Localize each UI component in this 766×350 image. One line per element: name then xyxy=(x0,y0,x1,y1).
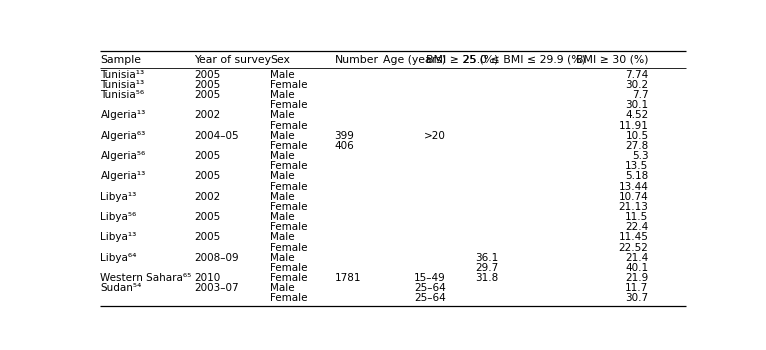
Text: 5.18: 5.18 xyxy=(625,172,649,181)
Text: Female: Female xyxy=(270,182,308,191)
Text: Algeria⁶³: Algeria⁶³ xyxy=(100,131,146,141)
Text: Female: Female xyxy=(270,273,308,283)
Text: Female: Female xyxy=(270,161,308,171)
Text: 15–49: 15–49 xyxy=(414,273,446,283)
Text: 1781: 1781 xyxy=(335,273,361,283)
Text: 13.5: 13.5 xyxy=(625,161,649,171)
Text: Western Sahara⁶⁵: Western Sahara⁶⁵ xyxy=(100,273,192,283)
Text: 399: 399 xyxy=(335,131,354,141)
Text: 4.52: 4.52 xyxy=(625,111,649,120)
Text: 22.4: 22.4 xyxy=(625,222,649,232)
Text: Libya¹³: Libya¹³ xyxy=(100,232,137,243)
Text: 22.52: 22.52 xyxy=(619,243,649,253)
Text: Female: Female xyxy=(270,202,308,212)
Text: 2005: 2005 xyxy=(195,212,221,222)
Text: Male: Male xyxy=(270,90,295,100)
Text: 11.45: 11.45 xyxy=(619,232,649,243)
Text: 7.7: 7.7 xyxy=(632,90,649,100)
Text: 10.5: 10.5 xyxy=(625,131,649,141)
Text: Male: Male xyxy=(270,131,295,141)
Text: 2002: 2002 xyxy=(195,192,221,202)
Text: 31.8: 31.8 xyxy=(475,273,498,283)
Text: 2008–09: 2008–09 xyxy=(195,253,239,263)
Text: 11.91: 11.91 xyxy=(619,121,649,131)
Text: 2005: 2005 xyxy=(195,232,221,243)
Text: 13.44: 13.44 xyxy=(619,182,649,191)
Text: Year of survey: Year of survey xyxy=(195,55,271,64)
Text: Tunisia¹³: Tunisia¹³ xyxy=(100,70,145,80)
Text: 27.8: 27.8 xyxy=(625,141,649,151)
Text: 10.74: 10.74 xyxy=(619,192,649,202)
Text: 29.7: 29.7 xyxy=(475,263,498,273)
Text: 30.2: 30.2 xyxy=(625,80,649,90)
Text: 21.4: 21.4 xyxy=(625,253,649,263)
Text: >20: >20 xyxy=(424,131,446,141)
Text: Female: Female xyxy=(270,100,308,110)
Text: 2005: 2005 xyxy=(195,151,221,161)
Text: 406: 406 xyxy=(335,141,354,151)
Text: Algeria¹³: Algeria¹³ xyxy=(100,111,146,120)
Text: 2010: 2010 xyxy=(195,273,221,283)
Text: Male: Male xyxy=(270,70,295,80)
Text: Tunisia⁵⁶: Tunisia⁵⁶ xyxy=(100,90,145,100)
Text: Male: Male xyxy=(270,192,295,202)
Text: Number: Number xyxy=(335,55,378,64)
Text: Male: Male xyxy=(270,253,295,263)
Text: Libya⁵⁶: Libya⁵⁶ xyxy=(100,212,137,222)
Text: 2005: 2005 xyxy=(195,70,221,80)
Text: 7.74: 7.74 xyxy=(625,70,649,80)
Text: Male: Male xyxy=(270,232,295,243)
Text: 11.5: 11.5 xyxy=(625,212,649,222)
Text: 2003–07: 2003–07 xyxy=(195,283,239,293)
Text: Tunisia¹³: Tunisia¹³ xyxy=(100,80,145,90)
Text: 2005: 2005 xyxy=(195,172,221,181)
Text: 21.9: 21.9 xyxy=(625,273,649,283)
Text: Female: Female xyxy=(270,293,308,303)
Text: Algeria⁵⁶: Algeria⁵⁶ xyxy=(100,151,146,161)
Text: 2005: 2005 xyxy=(195,90,221,100)
Text: Sample: Sample xyxy=(100,55,142,64)
Text: BMI ≥ 25 (%): BMI ≥ 25 (%) xyxy=(426,55,498,64)
Text: Male: Male xyxy=(270,111,295,120)
Text: Libya¹³: Libya¹³ xyxy=(100,192,137,202)
Text: Female: Female xyxy=(270,141,308,151)
Text: Age (years): Age (years) xyxy=(383,55,446,64)
Text: 36.1: 36.1 xyxy=(475,253,498,263)
Text: 11.7: 11.7 xyxy=(625,283,649,293)
Text: Female: Female xyxy=(270,121,308,131)
Text: 2005: 2005 xyxy=(195,80,221,90)
Text: Female: Female xyxy=(270,243,308,253)
Text: Sex: Sex xyxy=(270,55,290,64)
Text: Algeria¹³: Algeria¹³ xyxy=(100,172,146,181)
Text: Female: Female xyxy=(270,80,308,90)
Text: Male: Male xyxy=(270,151,295,161)
Text: 2002: 2002 xyxy=(195,111,221,120)
Text: 21.13: 21.13 xyxy=(619,202,649,212)
Text: 2004–05: 2004–05 xyxy=(195,131,239,141)
Text: Libya⁶⁴: Libya⁶⁴ xyxy=(100,253,137,263)
Text: Male: Male xyxy=(270,172,295,181)
Text: 5.3: 5.3 xyxy=(632,151,649,161)
Text: 30.7: 30.7 xyxy=(625,293,649,303)
Text: 25.0 ≤ BMI ≤ 29.9 (%): 25.0 ≤ BMI ≤ 29.9 (%) xyxy=(463,55,586,64)
Text: Sudan⁵⁴: Sudan⁵⁴ xyxy=(100,283,142,293)
Text: 30.1: 30.1 xyxy=(625,100,649,110)
Text: 25–64: 25–64 xyxy=(414,283,446,293)
Text: Female: Female xyxy=(270,263,308,273)
Text: 25–64: 25–64 xyxy=(414,293,446,303)
Text: Male: Male xyxy=(270,212,295,222)
Text: Male: Male xyxy=(270,283,295,293)
Text: BMI ≥ 30 (%): BMI ≥ 30 (%) xyxy=(576,55,649,64)
Text: Female: Female xyxy=(270,222,308,232)
Text: 40.1: 40.1 xyxy=(625,263,649,273)
